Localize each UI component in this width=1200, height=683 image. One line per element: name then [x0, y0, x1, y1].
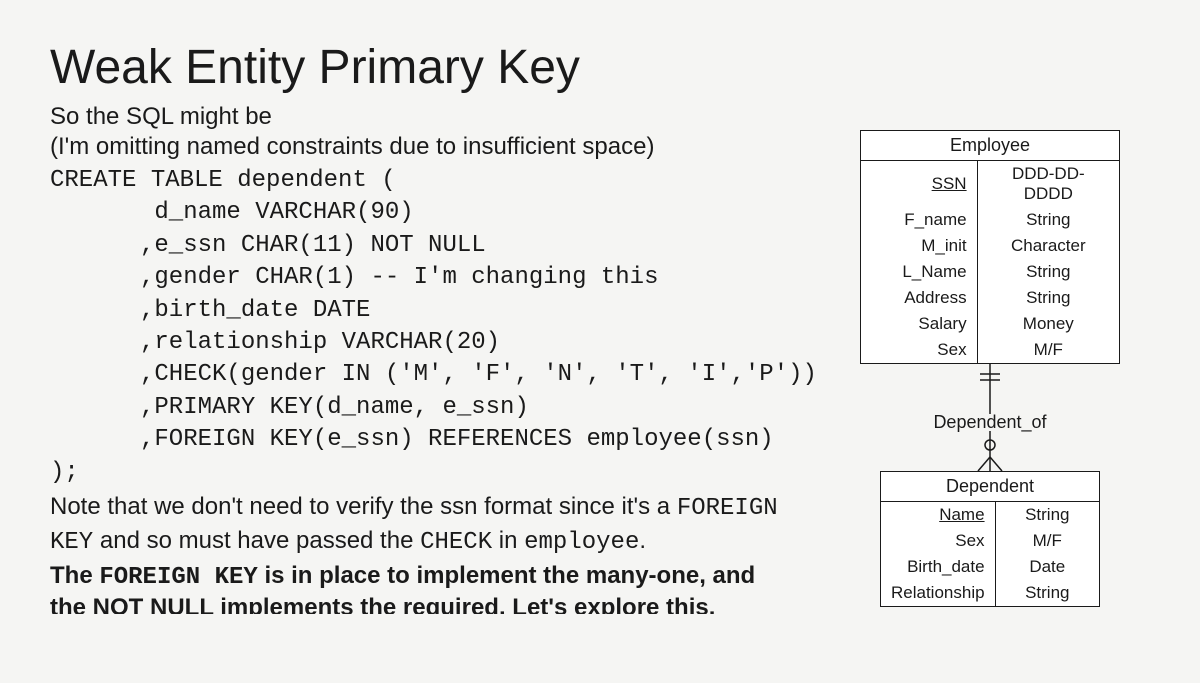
er-diagram: Employee SSNDDD-DD-DDDD F_nameString M_i…: [820, 130, 1160, 607]
attr-type: Money: [977, 311, 1119, 337]
code-line: ,gender CHAR(1) -- I'm changing this: [50, 262, 790, 294]
note-text: and so must have passed the: [93, 527, 420, 554]
code-line: d_name VARCHAR(90): [50, 197, 790, 229]
attr-name: F_name: [861, 207, 977, 233]
code-line: ,CHECK(gender IN ('M', 'F', 'N', 'T', 'I…: [50, 359, 790, 391]
dependent-entity: Dependent Name String SexM/F Birth_dateDa…: [880, 471, 1100, 607]
parenthetical-note: (I'm omitting named constraints due to i…: [50, 133, 790, 161]
attr-type: String: [995, 502, 1099, 528]
attr-type: M/F: [977, 337, 1119, 363]
slide-content: Weak Entity Primary Key So the SQL might…: [50, 40, 790, 616]
table-row: SalaryMoney: [861, 311, 1119, 337]
note-text-bold: is in place to implement the many-one, a…: [258, 562, 755, 589]
table-row: SexM/F: [881, 528, 1099, 554]
attr-name: Relationship: [881, 580, 995, 606]
attr-name: Birth_date: [881, 554, 995, 580]
attr-name: M_init: [861, 233, 977, 259]
table-row: L_NameString: [861, 259, 1119, 285]
table-row: SexM/F: [861, 337, 1119, 363]
employee-attr-table: SSNDDD-DD-DDDD F_nameString M_initCharac…: [861, 161, 1119, 363]
table-row: RelationshipString: [881, 580, 1099, 606]
sql-code-block: CREATE TABLE dependent ( d_name VARCHAR(…: [50, 165, 790, 489]
page-title: Weak Entity Primary Key: [50, 40, 790, 95]
attr-type: String: [977, 259, 1119, 285]
attr-type: String: [977, 207, 1119, 233]
note-text-bold: The: [50, 562, 99, 589]
attr-name: Sex: [881, 528, 995, 554]
cutoff-text: the NOT NULL implements the required. Le…: [50, 594, 790, 614]
relationship-label: Dependent_of: [820, 412, 1160, 433]
note-text: Note that we don't need to verify the ss…: [50, 493, 677, 520]
note-text: in: [492, 527, 524, 554]
attr-type: String: [995, 580, 1099, 606]
code-line: CREATE TABLE dependent (: [50, 165, 790, 197]
attr-type: M/F: [995, 528, 1099, 554]
subtitle: So the SQL might be: [50, 103, 790, 131]
attr-name: SSN: [932, 174, 967, 193]
code-line: ,birth_date DATE: [50, 295, 790, 327]
table-row: AddressString: [861, 285, 1119, 311]
attr-name: Address: [861, 285, 977, 311]
code-line: ,e_ssn CHAR(11) NOT NULL: [50, 230, 790, 262]
attr-name: Sex: [861, 337, 977, 363]
connector-svg: [970, 431, 1010, 475]
table-row: Birth_dateDate: [881, 554, 1099, 580]
note-text: .: [639, 527, 646, 554]
table-row: F_nameString: [861, 207, 1119, 233]
table-row: SSN DDD-DD-DDDD: [861, 161, 1119, 207]
table-row: Name String: [881, 502, 1099, 528]
attr-name: Salary: [861, 311, 977, 337]
code-line: ,PRIMARY KEY(d_name, e_ssn): [50, 392, 790, 424]
attr-name: L_Name: [861, 259, 977, 285]
code-line: ,FOREIGN KEY(e_ssn) REFERENCES employee(…: [50, 424, 790, 456]
attr-type: Date: [995, 554, 1099, 580]
table-row: M_initCharacter: [861, 233, 1119, 259]
attr-type: String: [977, 285, 1119, 311]
note-code: CHECK: [420, 529, 492, 556]
note-code: employee: [524, 529, 639, 556]
note-code-bold: FOREIGN KEY: [99, 564, 257, 591]
connector-svg: [970, 364, 1010, 414]
dependent-attr-table: Name String SexM/F Birth_dateDate Relatio…: [881, 502, 1099, 606]
entity-title: Dependent: [881, 472, 1099, 502]
attr-name: Name: [939, 505, 984, 524]
explanatory-note: Note that we don't need to verify the ss…: [50, 491, 790, 594]
attr-type: DDD-DD-DDDD: [977, 161, 1119, 207]
code-line: ,relationship VARCHAR(20): [50, 327, 790, 359]
code-line: );: [50, 457, 790, 489]
employee-entity: Employee SSNDDD-DD-DDDD F_nameString M_i…: [860, 130, 1120, 364]
attr-type: Character: [977, 233, 1119, 259]
entity-title: Employee: [861, 131, 1119, 161]
